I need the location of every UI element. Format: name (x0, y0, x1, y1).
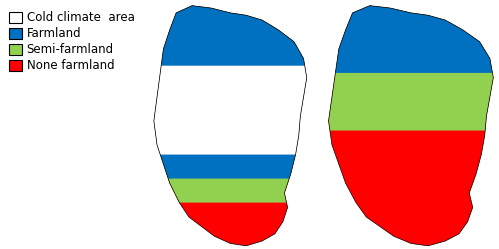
Polygon shape (335, 6, 493, 73)
Polygon shape (154, 6, 307, 179)
Polygon shape (154, 6, 307, 203)
Polygon shape (154, 6, 307, 246)
Legend: Cold climate  area, Farmland, Semi-farmland, None farmland: Cold climate area, Farmland, Semi-farmla… (6, 9, 137, 75)
Polygon shape (328, 6, 494, 130)
Polygon shape (154, 66, 307, 155)
Polygon shape (328, 6, 494, 246)
